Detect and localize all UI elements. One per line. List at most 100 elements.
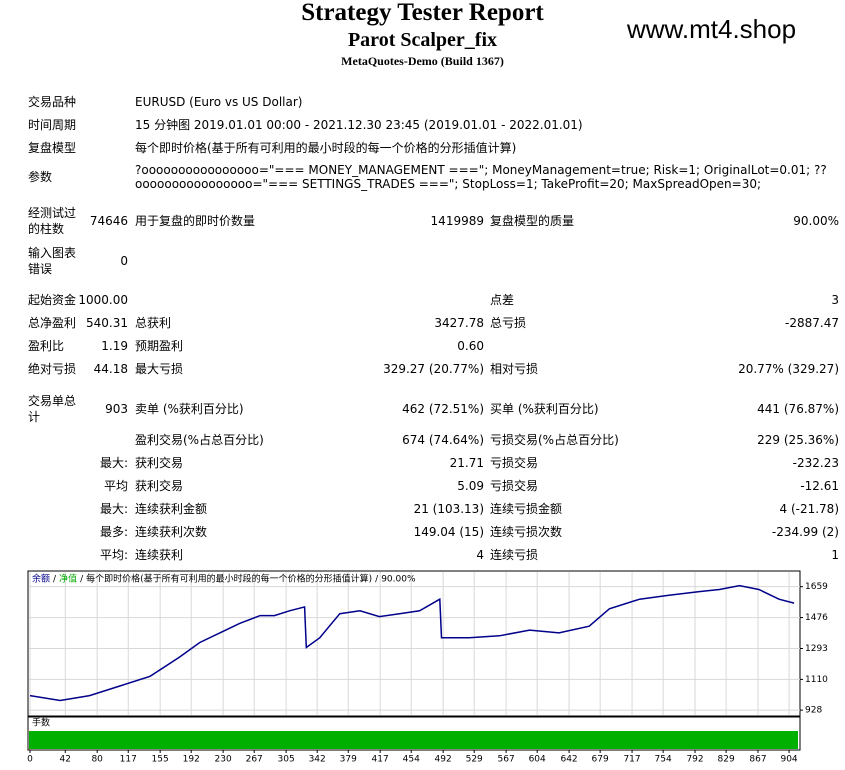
balance-chart: 1659 1476 1293 1110 928 0 42 80 117 155 192 230 267 3… xyxy=(27,570,828,765)
stat-label: 获利交易 xyxy=(135,456,184,470)
stat-value: 4 xyxy=(476,548,484,562)
stat-value: 0 xyxy=(120,254,128,268)
lots-label: 手数 xyxy=(32,717,50,729)
info-label: 复盘模型 xyxy=(28,141,77,155)
stat-value: 74646 xyxy=(89,214,128,228)
y-tick-label: 1476 xyxy=(805,613,828,623)
x-tick-label: 267 xyxy=(246,755,263,765)
stat-value: 4 (-21.78) xyxy=(779,502,840,516)
x-tick-label: 567 xyxy=(498,755,515,765)
legend-separator: / xyxy=(53,575,57,585)
stat-value: 5.09 xyxy=(457,479,484,493)
stat-label: 获利交易 xyxy=(135,479,184,493)
x-tick-label: 717 xyxy=(623,755,640,765)
x-tick-label: 417 xyxy=(372,755,389,765)
x-tick-label: 829 xyxy=(718,755,735,765)
info-label: 交易品种 xyxy=(28,95,77,109)
stat-label: 总亏损 xyxy=(490,316,527,330)
y-tick-label: 928 xyxy=(805,706,822,716)
stat-sub-label: 最大: xyxy=(99,502,128,516)
stat-value: 3427.78 xyxy=(434,316,484,330)
stat-label: 点差 xyxy=(490,293,515,307)
x-tick-label: 792 xyxy=(686,755,703,765)
stat-label: 连续获利 xyxy=(135,548,184,562)
stat-label: 连续亏损 xyxy=(490,548,539,562)
stat-value: -232.23 xyxy=(792,456,839,470)
balance-line xyxy=(29,584,795,702)
x-tick-label: 604 xyxy=(529,755,546,765)
x-tick-label: 454 xyxy=(403,755,420,765)
report-title: Strategy Tester Report xyxy=(301,0,544,26)
stat-label: 总获利 xyxy=(135,316,172,330)
x-tick-label: 904 xyxy=(780,755,797,765)
lots-band xyxy=(29,731,798,749)
stat-label: 相对亏损 xyxy=(490,362,539,376)
stat-value: -234.99 (2) xyxy=(771,525,839,539)
stat-label: 连续获利次数 xyxy=(135,525,208,539)
stat-label: 交易单总计 xyxy=(28,394,77,424)
legend-separator: / xyxy=(375,575,379,585)
stat-label: 盈利交易(%占总百分比) xyxy=(135,433,264,447)
stat-value: 149.04 (15) xyxy=(413,525,484,539)
x-tick-label: 679 xyxy=(592,755,609,765)
stat-label: 绝对亏损 xyxy=(28,362,77,376)
y-tick-label: 1659 xyxy=(805,582,828,592)
x-tick-label: 230 xyxy=(215,755,232,765)
x-tick-label: 342 xyxy=(309,755,326,765)
x-tick-label: 305 xyxy=(278,755,295,765)
x-tick-label: 192 xyxy=(183,755,200,765)
stat-label: 起始资金 xyxy=(28,293,77,307)
y-tick-label: 1110 xyxy=(805,675,828,685)
x-tick-label: 754 xyxy=(655,755,672,765)
stat-label: 总净盈利 xyxy=(28,316,77,330)
stat-value: 1.19 xyxy=(101,339,128,353)
report-subtitle: Parot Scalper_fix xyxy=(347,29,498,51)
info-value: EURUSD (Euro vs US Dollar) xyxy=(135,95,303,109)
stat-value: 20.77% (329.27) xyxy=(738,362,839,376)
stat-label: 预期盈利 xyxy=(135,339,184,353)
stat-label: 最大亏损 xyxy=(135,362,184,376)
info-value: 每个即时价格(基于所有可利用的最小时段的每一个价格的分形插值计算) xyxy=(135,141,517,155)
stat-label: 输入图表错误 xyxy=(28,246,77,276)
stat-label: 亏损交易(%占总百分比) xyxy=(490,433,619,447)
stat-value: 21 (103.13) xyxy=(413,502,484,516)
info-value: ?oooooooooooooooo="=== MONEY_MANAGEMENT … xyxy=(135,163,827,177)
stat-label: 盈利比 xyxy=(28,339,65,353)
stat-label: 亏损交易 xyxy=(490,456,539,470)
stat-value: -12.61 xyxy=(800,479,839,493)
info-value: oooooooooooooooo="=== SETTINGS_TRADES ==… xyxy=(135,177,762,191)
stat-label: 经测试过的柱数 xyxy=(28,206,77,236)
stat-sub-label: 平均: xyxy=(99,548,128,562)
watermark: www.mt4.shop xyxy=(627,14,797,44)
stat-sub-label: 最多: xyxy=(99,525,128,539)
x-tick-label: 80 xyxy=(91,755,103,765)
x-tick-label: 867 xyxy=(749,755,766,765)
stat-value: 441 (76.87%) xyxy=(757,402,839,416)
stat-label: 买单 (%获利百分比) xyxy=(490,402,599,416)
x-tick-label: 642 xyxy=(560,755,577,765)
legend-equity: 净值 xyxy=(59,573,77,585)
build-info: MetaQuotes-Demo (Build 1367) xyxy=(341,54,504,68)
stat-value: 229 (25.36%) xyxy=(757,433,839,447)
stat-value: 329.27 (20.77%) xyxy=(383,362,484,376)
x-tick-label: 117 xyxy=(120,755,137,765)
x-tick-label: 492 xyxy=(435,755,452,765)
stat-value: 540.31 xyxy=(86,316,128,330)
stat-value: 44.18 xyxy=(93,362,128,376)
stat-sub-label: 平均 xyxy=(103,479,128,493)
stat-label: 连续获利金额 xyxy=(135,502,208,516)
stat-label: 连续亏损次数 xyxy=(490,525,563,539)
x-tick-label: 379 xyxy=(340,755,357,765)
legend-quality: 90.00% xyxy=(381,575,416,585)
y-tick-label: 1293 xyxy=(805,644,828,654)
legend-balance: 余额 xyxy=(32,573,50,585)
stat-value: -2887.47 xyxy=(785,316,839,330)
stat-label: 卖单 (%获利百分比) xyxy=(135,402,244,416)
stat-value: 674 (74.64%) xyxy=(402,433,484,447)
legend-separator: / xyxy=(80,575,84,585)
stat-value: 1419989 xyxy=(430,214,484,228)
stat-value: 462 (72.51%) xyxy=(402,402,484,416)
x-tick-label: 529 xyxy=(466,755,483,765)
stat-value: 21.71 xyxy=(449,456,484,470)
